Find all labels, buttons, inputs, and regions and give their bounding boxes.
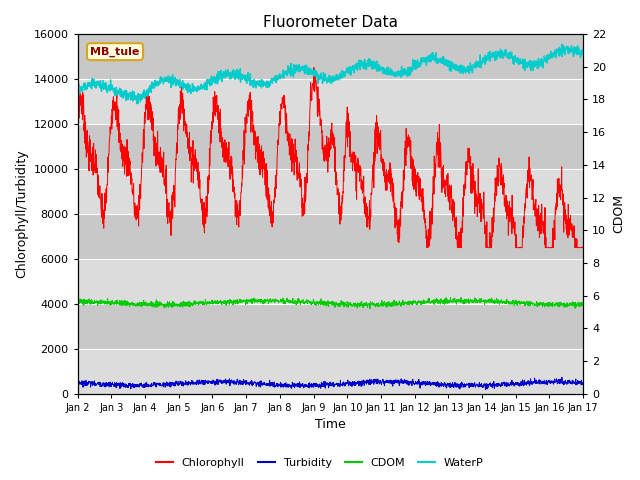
Legend: Chlorophyll, Turbidity, CDOM, WaterP: Chlorophyll, Turbidity, CDOM, WaterP xyxy=(152,453,488,472)
Bar xyxy=(77,259,583,304)
Title: Fluorometer Data: Fluorometer Data xyxy=(263,15,398,30)
Text: MB_tule: MB_tule xyxy=(90,47,140,57)
Bar xyxy=(77,124,583,169)
Bar xyxy=(77,304,583,349)
Bar xyxy=(77,169,583,214)
X-axis label: Time: Time xyxy=(315,419,346,432)
Bar xyxy=(77,34,583,79)
Y-axis label: Chlorophyll/Turbidity: Chlorophyll/Turbidity xyxy=(15,150,28,278)
Bar xyxy=(77,214,583,259)
Bar xyxy=(77,349,583,394)
Y-axis label: CDOM: CDOM xyxy=(612,194,625,233)
Bar xyxy=(77,79,583,124)
